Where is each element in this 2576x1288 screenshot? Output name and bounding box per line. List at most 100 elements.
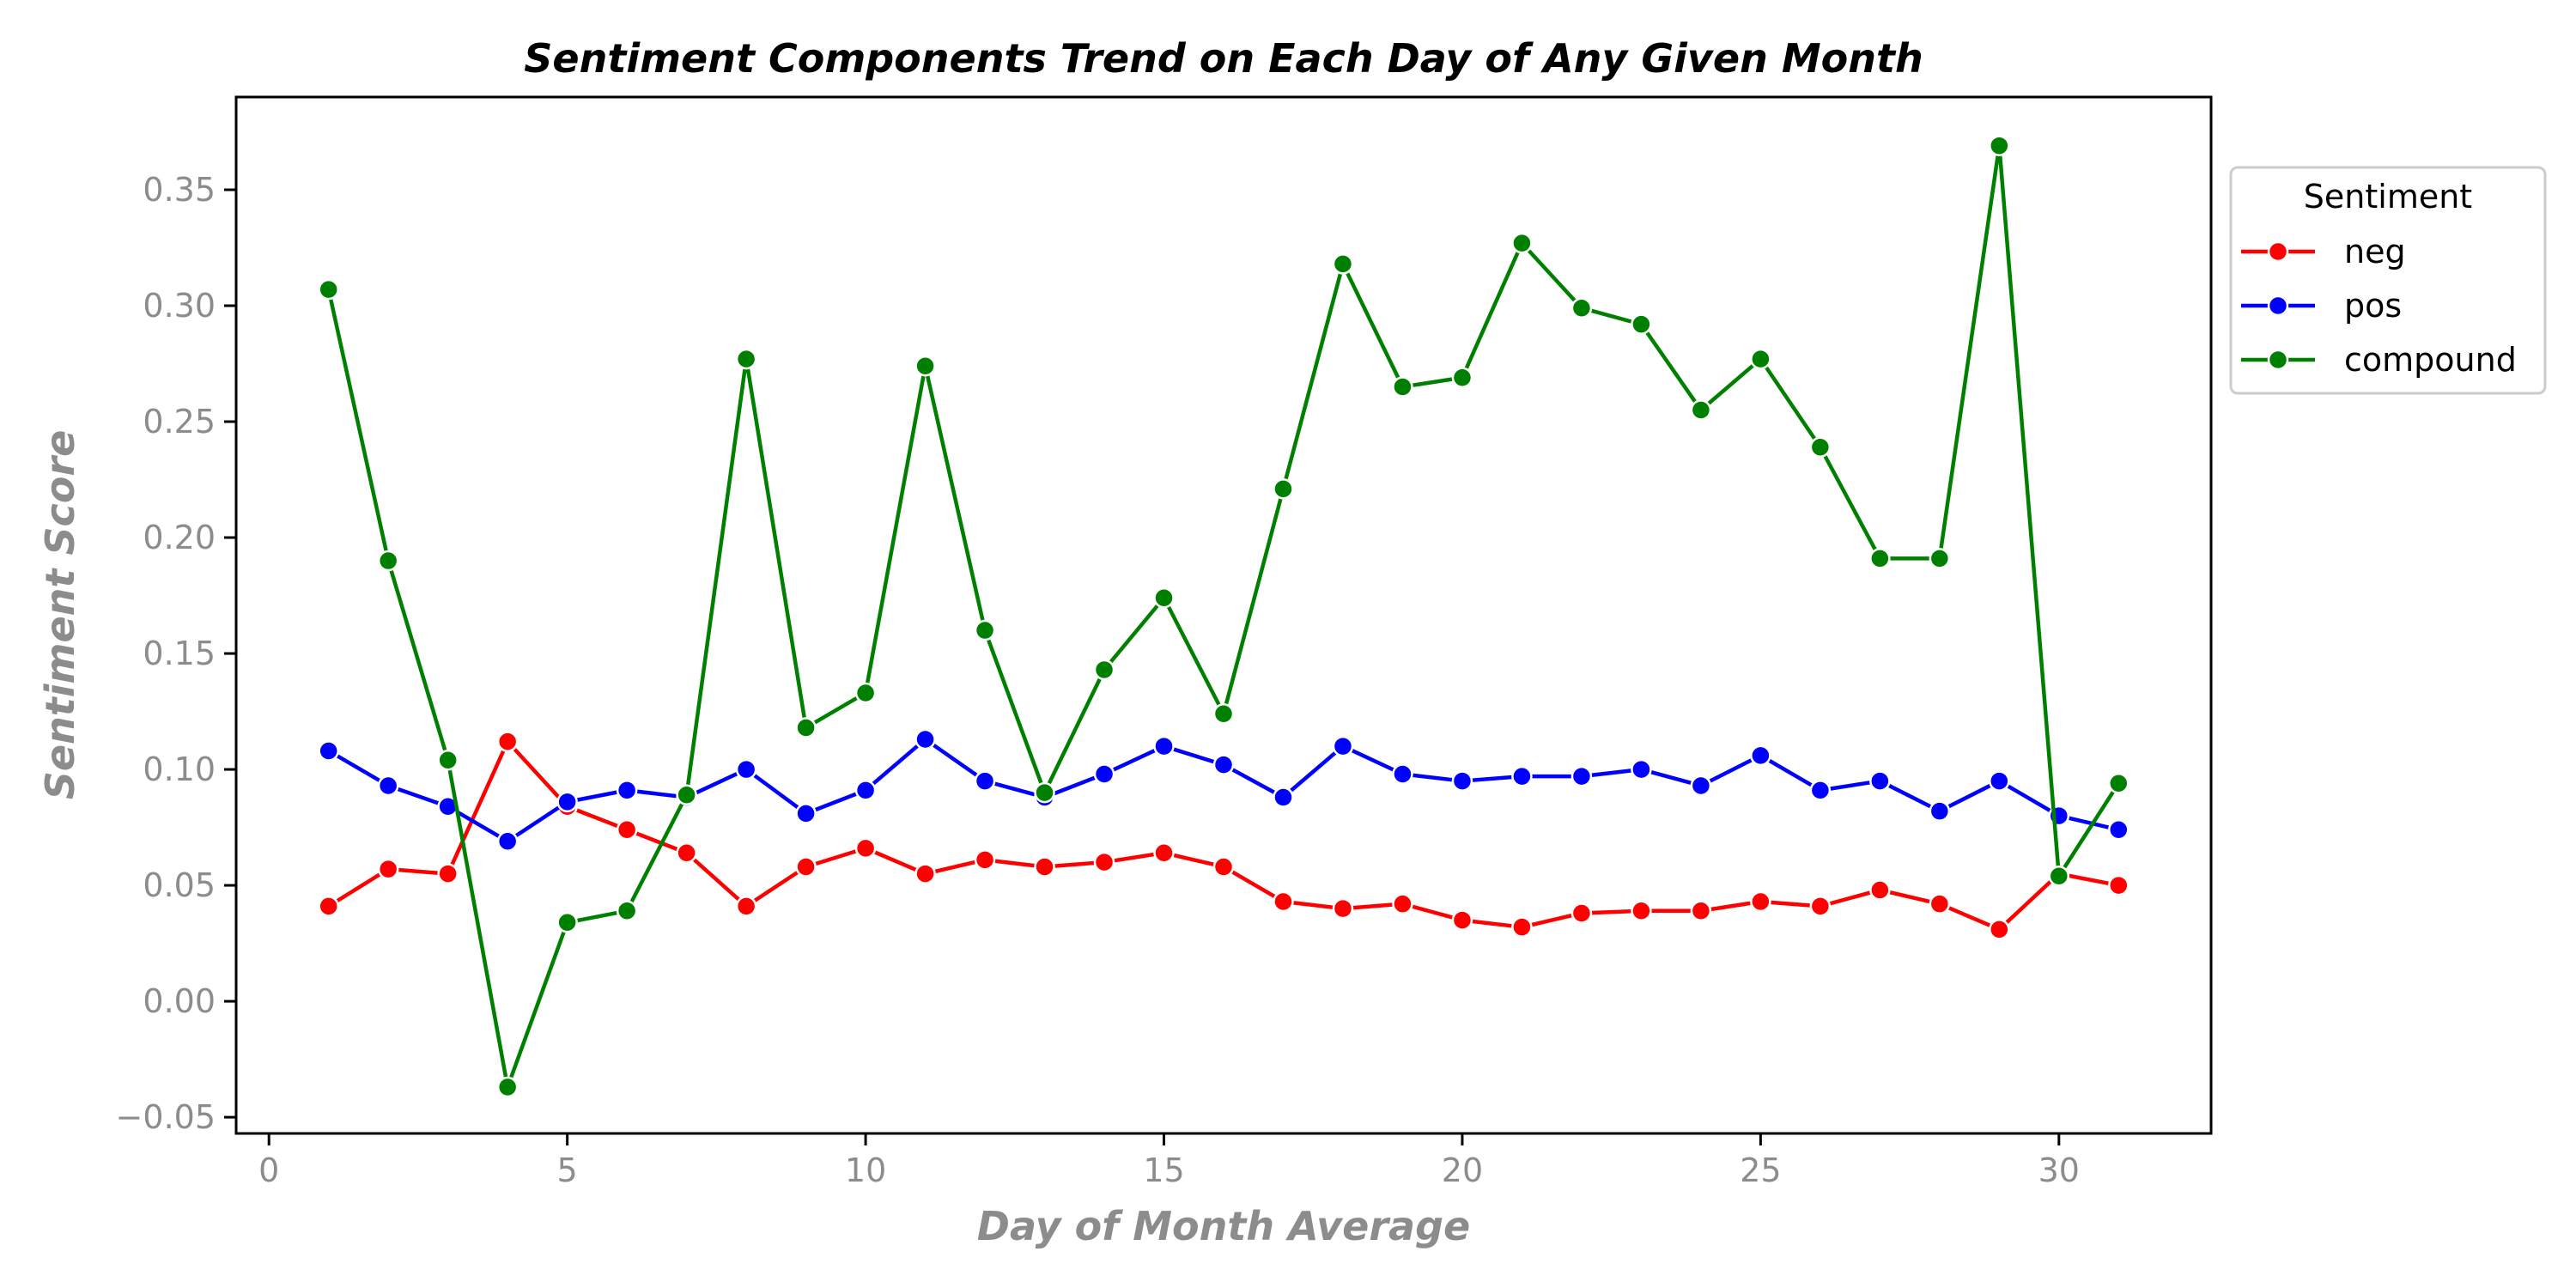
data-point-pos [1571, 765, 1593, 787]
plot-frame [234, 95, 2213, 1135]
data-point-compound [735, 348, 757, 370]
data-point-neg [974, 849, 996, 871]
data-point-neg [914, 863, 936, 884]
data-point-neg [377, 858, 399, 880]
y-tick-label: 0.15 [143, 635, 216, 672]
x-tick-label: 0 [258, 1151, 279, 1189]
legend-label-pos: pos [2344, 287, 2402, 325]
legend-entries: neg pos compound [2241, 233, 2517, 379]
data-point-compound [318, 278, 339, 301]
data-point-compound [914, 355, 936, 377]
y-tick-label: 0.35 [143, 171, 216, 209]
data-point-compound [1153, 586, 1175, 609]
data-point-neg [1929, 893, 1951, 914]
data-point-pos [1153, 735, 1175, 757]
y-axis: −0.05 0.00 0.05 0.10 0.15 0.20 0.25 0.30 0.35 [116, 171, 236, 1136]
data-point-pos [1929, 800, 1951, 822]
data-point-neg [1631, 900, 1652, 922]
data-point-pos [1690, 775, 1712, 797]
y-tick-label: 0.10 [143, 750, 216, 788]
legend-marker-neg [2267, 240, 2289, 263]
data-point-neg [735, 896, 757, 917]
data-point-neg [1690, 900, 1712, 922]
x-tick-label: 5 [557, 1151, 578, 1189]
data-point-compound [1034, 781, 1055, 804]
x-tick-label: 25 [1740, 1151, 1781, 1189]
data-point-compound [1809, 436, 1832, 458]
x-axis: 0 5 10 15 20 25 30 [258, 1133, 2080, 1189]
data-point-neg [1511, 916, 1533, 938]
data-point-neg [1153, 842, 1175, 864]
data-point-neg [1332, 897, 1354, 920]
legend-marker-pos [2267, 295, 2289, 317]
data-point-pos [318, 740, 339, 762]
legend-label-compound: compound [2344, 341, 2517, 379]
data-point-compound [437, 750, 459, 771]
data-point-pos [735, 758, 757, 781]
data-point-neg [1809, 896, 1832, 917]
legend: Sentiment neg pos compound [2229, 166, 2547, 395]
data-point-pos [1093, 763, 1115, 785]
series-layer [318, 135, 2129, 1098]
data-point-neg [1869, 879, 1891, 901]
chart-title: Sentiment Components Trend on Each Day o… [524, 35, 1923, 82]
data-point-compound [854, 682, 877, 704]
data-point-neg [1392, 893, 1413, 914]
data-point-compound [1451, 367, 1473, 388]
data-point-neg [437, 863, 459, 884]
data-point-neg [854, 837, 877, 860]
data-point-pos [1273, 787, 1294, 808]
data-point-pos [974, 770, 996, 792]
data-point-neg [496, 731, 519, 752]
data-point-pos [1631, 758, 1652, 781]
data-point-compound [1631, 313, 1652, 335]
data-point-neg [676, 842, 697, 864]
y-tick-label: 0.30 [143, 287, 216, 325]
data-point-compound [974, 619, 996, 641]
data-point-pos [1212, 754, 1235, 775]
data-point-pos [2108, 819, 2129, 841]
legend-marker-compound [2267, 349, 2289, 371]
x-tick-label: 15 [1143, 1151, 1184, 1189]
data-point-pos [1392, 763, 1413, 785]
data-point-neg [1093, 851, 1115, 873]
data-point-compound [1750, 348, 1771, 370]
data-point-pos [377, 775, 399, 797]
data-point-compound [1571, 297, 1593, 319]
plot-area: 0 5 10 15 20 25 30 −0.05 0.00 0.05 0.10 0.15 0.20 0.… [116, 95, 2213, 1189]
x-tick-label: 10 [845, 1151, 886, 1189]
x-axis-label: Day of Month Average [977, 1203, 1470, 1249]
y-tick-label: 0.05 [143, 866, 216, 904]
data-point-neg [616, 819, 638, 841]
data-point-compound [1511, 232, 1533, 254]
data-point-pos [1511, 765, 1533, 787]
data-point-neg [1034, 856, 1055, 878]
data-point-pos [556, 791, 578, 813]
data-point-pos [1750, 744, 1771, 767]
data-point-compound [1869, 548, 1891, 569]
y-tick-label: −0.05 [116, 1098, 216, 1136]
y-axis-label: Sentiment Score [37, 430, 83, 800]
data-point-compound [795, 717, 817, 738]
y-tick-label: 0.00 [143, 982, 216, 1020]
data-point-compound [1093, 659, 1115, 681]
data-point-pos [616, 780, 638, 801]
data-point-compound [1332, 253, 1354, 275]
data-point-neg [318, 896, 339, 917]
data-point-pos [1989, 770, 2010, 792]
legend-frame [2229, 166, 2547, 395]
data-point-compound [1989, 135, 2010, 156]
data-point-neg [1989, 919, 2010, 940]
data-point-pos [914, 728, 936, 750]
data-point-compound [1929, 548, 1951, 569]
data-point-neg [1212, 856, 1235, 878]
data-point-compound [2108, 773, 2129, 794]
data-point-compound [1392, 376, 1413, 398]
data-point-pos [1809, 780, 1832, 801]
data-point-compound [2048, 866, 2070, 887]
data-point-compound [616, 900, 638, 922]
data-point-neg [1273, 890, 1294, 913]
data-point-pos [496, 830, 519, 853]
data-point-pos [795, 803, 817, 824]
